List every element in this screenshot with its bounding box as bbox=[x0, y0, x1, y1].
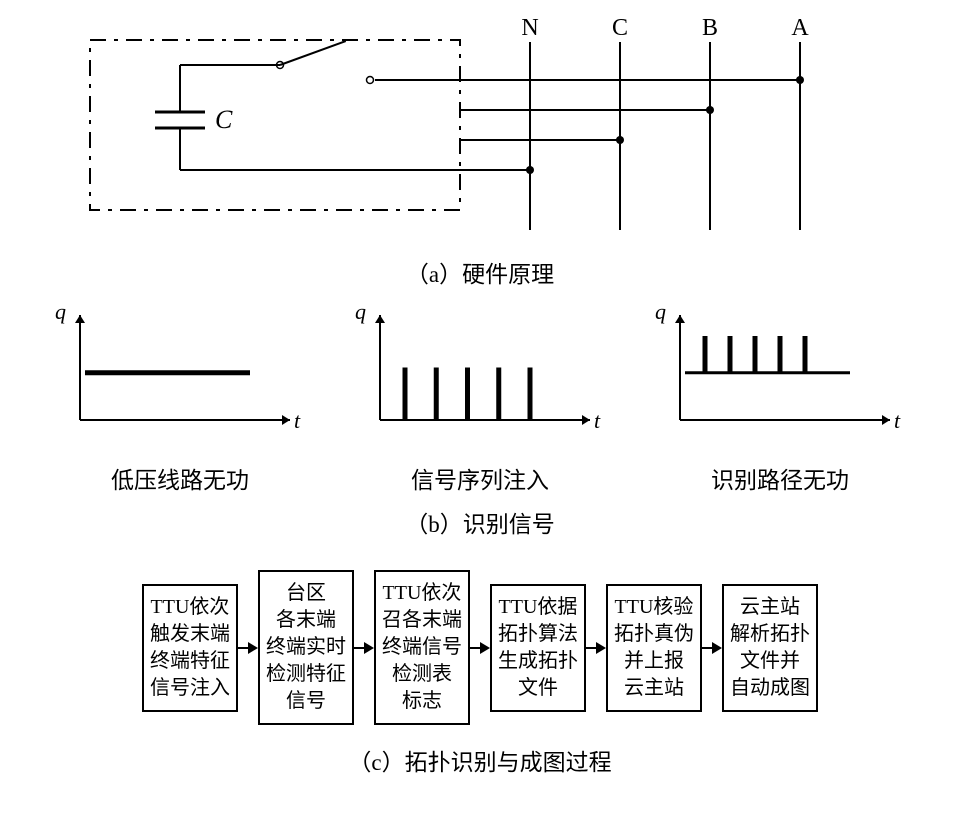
svg-text:C: C bbox=[612, 15, 628, 41]
charts-row: qt低压线路无功qt信号序列注入qt识别路径无功 bbox=[0, 300, 960, 495]
caption-b: （b）识别信号 bbox=[0, 505, 960, 539]
flow-arrow-2 bbox=[470, 636, 490, 660]
flow-box-0: TTU依次触发末端终端特征信号注入 bbox=[142, 584, 238, 712]
svg-text:q: q bbox=[655, 300, 666, 324]
svg-text:C: C bbox=[215, 105, 233, 134]
section-c-flow: TTU依次触发末端终端特征信号注入台区各末端终端实时检测特征信号TTU依次召各末… bbox=[0, 560, 960, 777]
flow-arrow-4 bbox=[702, 636, 722, 660]
svg-text:t: t bbox=[294, 408, 301, 433]
caption-a: （a）硬件原理 bbox=[0, 255, 960, 289]
section-a-circuit: N C B A C （a）硬件原理 bbox=[0, 10, 960, 289]
flow-box-5: 云主站解析拓扑文件并自动成图 bbox=[722, 584, 818, 712]
svg-text:q: q bbox=[55, 300, 66, 324]
chart-svg-1: qt bbox=[350, 300, 610, 450]
caption-c: （c）拓扑识别与成图过程 bbox=[0, 743, 960, 777]
svg-text:q: q bbox=[355, 300, 366, 324]
flow-box-2: TTU依次召各末端终端信号检测表标志 bbox=[374, 570, 470, 725]
chart-svg-2: qt bbox=[650, 300, 910, 450]
svg-text:t: t bbox=[894, 408, 901, 433]
chart-label-1: 信号序列注入 bbox=[350, 461, 610, 495]
svg-text:A: A bbox=[791, 15, 809, 41]
chart-0: qt低压线路无功 bbox=[50, 300, 310, 495]
circuit-diagram: N C B A C bbox=[0, 10, 960, 250]
chart-label-2: 识别路径无功 bbox=[650, 461, 910, 495]
chart-2: qt识别路径无功 bbox=[650, 300, 910, 495]
flow-arrow-1 bbox=[354, 636, 374, 660]
flow-row: TTU依次触发末端终端特征信号注入台区各末端终端实时检测特征信号TTU依次召各末… bbox=[0, 570, 960, 725]
svg-text:t: t bbox=[594, 408, 601, 433]
flow-arrow-0 bbox=[238, 636, 258, 660]
svg-text:B: B bbox=[702, 15, 718, 41]
chart-svg-0: qt bbox=[50, 300, 310, 450]
section-b-signals: qt低压线路无功qt信号序列注入qt识别路径无功 （b）识别信号 bbox=[0, 300, 960, 539]
chart-1: qt信号序列注入 bbox=[350, 300, 610, 495]
flow-arrow-3 bbox=[586, 636, 606, 660]
flow-box-1: 台区各末端终端实时检测特征信号 bbox=[258, 570, 354, 725]
svg-text:N: N bbox=[521, 15, 538, 41]
flow-box-3: TTU依据拓扑算法生成拓扑文件 bbox=[490, 584, 586, 712]
flow-box-4: TTU核验拓扑真伪并上报云主站 bbox=[606, 584, 702, 712]
chart-label-0: 低压线路无功 bbox=[50, 461, 310, 495]
